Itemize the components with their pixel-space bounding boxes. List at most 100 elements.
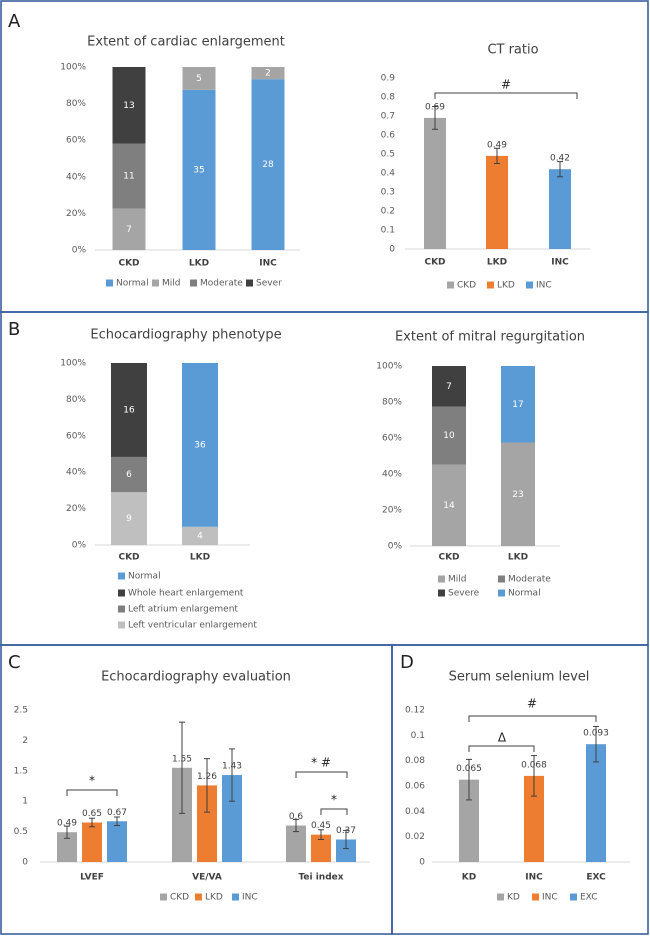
legend-swatch (118, 589, 125, 597)
y-tick-label: 0.1 (411, 731, 425, 741)
y-tick-label: 0.6 (381, 131, 396, 141)
data-label: 4 (197, 531, 203, 541)
bar-segment (111, 456, 147, 493)
y-tick-label: 0.04 (405, 807, 425, 817)
legend-swatch (106, 279, 113, 287)
y-tick-label: 0 (22, 858, 28, 868)
bar (486, 155, 508, 249)
legend-swatch (438, 589, 445, 597)
x-tick-label: CKD (118, 553, 139, 563)
y-tick-label: 0% (72, 541, 87, 551)
x-tick-label: EXC (586, 873, 606, 883)
bar-segment (182, 67, 216, 90)
legend-label: CKD (170, 893, 189, 903)
legend-label: INC (536, 281, 552, 291)
bar-segment (111, 363, 147, 457)
legend-swatch (118, 621, 125, 629)
bar (286, 825, 306, 862)
y-tick-label: 0% (72, 246, 87, 256)
legend-label: Mild (448, 575, 466, 585)
y-tick-label: 0.9 (381, 74, 396, 84)
legend-label: INC (542, 893, 558, 903)
legend-label: KD (507, 893, 520, 903)
legend-label: Left ventricular enlargement (128, 621, 257, 631)
bar (336, 839, 356, 862)
y-tick-label: 60% (66, 431, 86, 441)
y-tick-label: 0% (388, 542, 403, 552)
x-tick-label: KD (462, 873, 476, 883)
data-label: 0.6 (289, 812, 304, 822)
y-tick-label: 0.06 (405, 782, 425, 792)
bar-segment (251, 79, 285, 250)
bar-segment (501, 442, 535, 546)
y-tick-label: 0.08 (405, 756, 425, 766)
significance-bracket (468, 715, 597, 722)
y-tick-label: 80% (66, 395, 86, 405)
bar (82, 822, 102, 862)
y-tick-label: 0.02 (405, 832, 425, 842)
legend-swatch (118, 572, 125, 580)
bar-segment (432, 406, 466, 465)
y-tick-label: 1.5 (14, 766, 28, 776)
y-tick-label: 100% (60, 63, 86, 73)
x-tick-label: INC (259, 259, 277, 269)
data-label: 0.45 (311, 821, 331, 831)
y-tick-label: 100% (376, 362, 402, 372)
x-tick-label: LVEF (80, 873, 104, 883)
data-label: 7 (126, 225, 132, 235)
significance-bracket (468, 745, 535, 752)
bar (222, 775, 242, 862)
bar-segment (182, 363, 218, 527)
x-tick-label: CKD (424, 258, 445, 268)
significance-bracket (434, 92, 578, 99)
y-tick-label: 0.8 (381, 93, 396, 103)
data-label: 16 (123, 405, 135, 415)
data-label: 7 (446, 382, 452, 392)
legend-label: Moderate (508, 575, 551, 585)
data-label: 28 (262, 160, 274, 170)
data-label: 6 (126, 470, 132, 480)
chart-title: Echocardiography phenotype (90, 328, 281, 343)
data-label: 10 (443, 431, 455, 441)
legend-swatch (497, 893, 504, 901)
bar-segment (251, 67, 285, 80)
panel-frame (391, 644, 649, 935)
panel-label: A (8, 11, 21, 32)
legend-label: Left atrium enlargement (128, 605, 238, 615)
chart-title: CT ratio (487, 43, 538, 58)
data-label: 1.26 (197, 772, 217, 782)
bar-segment (112, 208, 146, 250)
legend-swatch (232, 893, 239, 901)
data-label: 0.093 (583, 729, 609, 739)
data-label: 0.49 (487, 140, 507, 150)
y-tick-label: 0.4 (381, 169, 396, 179)
x-tick-label: LKD (508, 553, 528, 563)
y-tick-label: 0.5 (381, 150, 395, 160)
chart-title: Extent of mitral regurgitation (395, 330, 585, 345)
y-tick-label: 100% (60, 359, 86, 369)
data-label: 23 (512, 490, 523, 500)
legend-label: Mild (162, 279, 180, 289)
bar-segment (432, 366, 466, 407)
y-tick-label: 40% (66, 468, 86, 478)
y-tick-label: 20% (66, 504, 86, 514)
legend-label: CKD (457, 281, 476, 291)
data-label: 0.065 (456, 764, 482, 774)
legend-label: Normal (128, 572, 161, 582)
annotation: # (527, 697, 537, 711)
bar (586, 744, 606, 862)
annotation: * (89, 774, 95, 788)
legend-swatch (487, 281, 494, 289)
y-tick-label: 0.2 (381, 207, 395, 217)
x-tick-label: LKD (189, 259, 209, 269)
y-tick-label: 60% (382, 434, 402, 444)
data-label: 0.37 (336, 826, 356, 836)
legend-swatch (447, 281, 454, 289)
y-tick-label: 40% (382, 470, 402, 480)
data-label: 1.43 (222, 762, 242, 772)
annotation: * (331, 793, 337, 807)
legend-label: LKD (497, 281, 515, 291)
legend-label: Whole heart enlargement (128, 589, 244, 599)
legend-swatch (152, 279, 159, 287)
